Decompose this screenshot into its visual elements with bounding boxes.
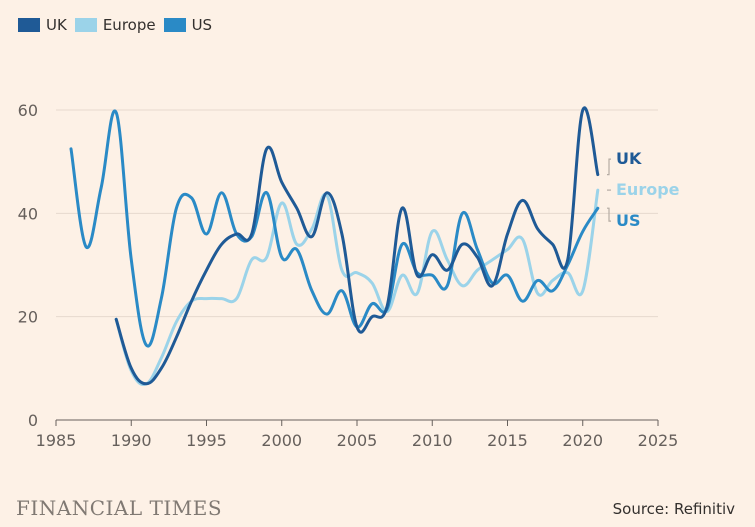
legend-label-europe: Europe — [102, 16, 156, 34]
legend-item-uk: UK — [18, 16, 67, 34]
end-label-connector-us — [607, 207, 611, 222]
series-line-europe — [114, 188, 600, 386]
legend-item-us: US — [163, 16, 213, 34]
y-tick-label-40: 40 — [18, 204, 38, 223]
x-tick-label-1990: 1990 — [111, 431, 152, 450]
x-tick-label-2000: 2000 — [261, 431, 302, 450]
end-label-us: US — [616, 211, 641, 230]
legend-swatch-us — [163, 18, 186, 32]
legend: UK Europe US — [18, 16, 220, 34]
footer-source: Source: Refinitiv — [612, 500, 735, 518]
x-tick-label-2010: 2010 — [412, 431, 453, 450]
y-tick-label-60: 60 — [18, 101, 38, 120]
footer-brand: FINANCIAL TIMES — [16, 496, 223, 520]
legend-item-europe: Europe — [74, 16, 156, 34]
legend-swatch-europe — [74, 18, 97, 32]
legend-swatch-uk — [18, 18, 40, 32]
x-tick-label-2015: 2015 — [487, 431, 528, 450]
end-label-connector-uk — [607, 158, 611, 176]
end-label-uk: UK — [616, 149, 642, 168]
x-tick-label-2025: 2025 — [638, 431, 679, 450]
series-line-uk — [114, 106, 600, 386]
x-tick-label-1985: 1985 — [36, 431, 77, 450]
y-tick-label-20: 20 — [18, 308, 38, 327]
y-tick-label-0: 0 — [28, 411, 38, 430]
legend-label-us: US — [191, 16, 213, 34]
x-tick-label-1995: 1995 — [186, 431, 227, 450]
x-tick-label-2020: 2020 — [562, 431, 603, 450]
x-tick-label-2005: 2005 — [337, 431, 378, 450]
legend-label-uk: UK — [46, 16, 67, 34]
series-line-us — [69, 109, 600, 348]
end-label-europe: Europe — [616, 180, 680, 199]
